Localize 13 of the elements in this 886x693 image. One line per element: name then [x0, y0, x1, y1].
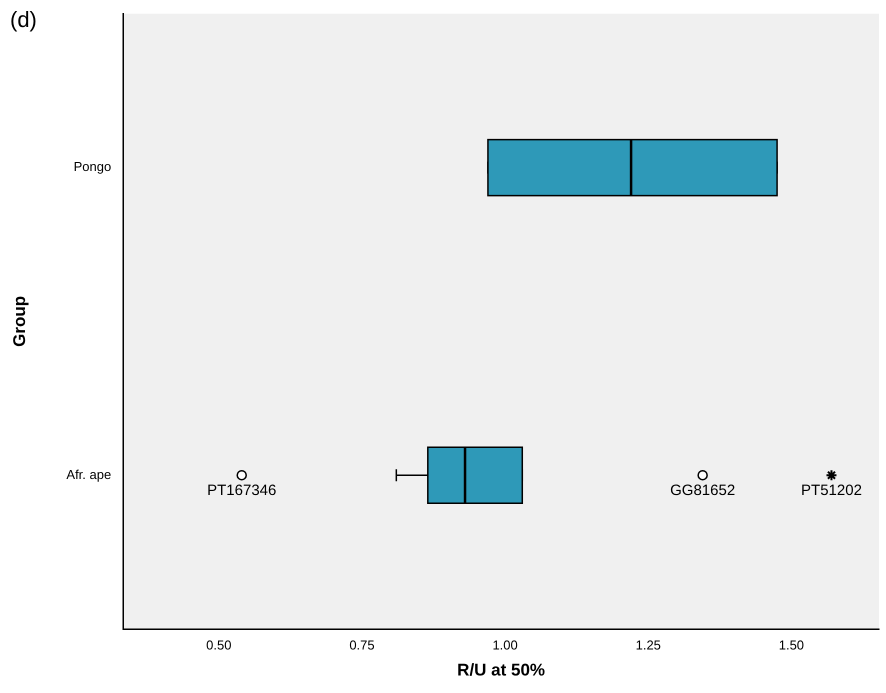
- annotation: GG81652: [670, 482, 736, 499]
- x-tick-label: 0.50: [206, 637, 232, 652]
- x-tick-label: 1.50: [778, 637, 804, 652]
- annotation: PT51202: [801, 482, 862, 499]
- x-tick-label: 1.25: [636, 637, 661, 652]
- x-tick-label: 1.00: [492, 637, 518, 652]
- y-tick-label: Pongo: [74, 159, 112, 174]
- annotation: PT167346: [207, 482, 276, 499]
- y-axis-title: Group: [10, 296, 29, 347]
- x-axis-title: R/U at 50%: [457, 660, 546, 680]
- y-tick-label: Afr. ape: [66, 466, 112, 482]
- text: (d): [10, 7, 37, 32]
- x-tick-label: 0.75: [349, 637, 375, 652]
